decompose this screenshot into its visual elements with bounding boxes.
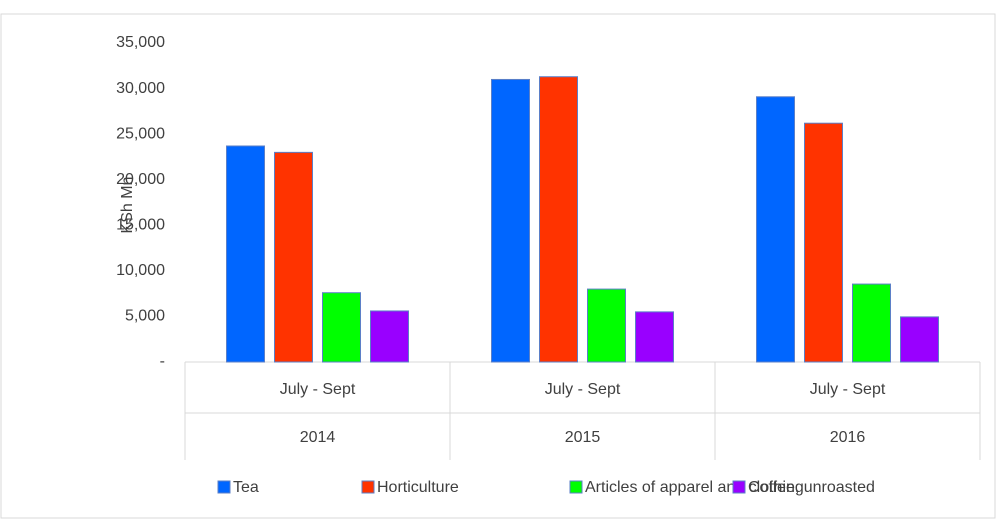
legend-label: Coffee, unroasted <box>748 479 875 496</box>
x-tick-label: July - Sept <box>545 381 621 398</box>
x-group-label: 2016 <box>830 429 866 446</box>
bar <box>900 316 939 363</box>
bar <box>756 96 795 363</box>
y-tick-label: 25,000 <box>116 125 165 142</box>
bar <box>852 283 891 363</box>
x-tick-label: July - Sept <box>810 381 886 398</box>
legend-swatch <box>732 480 746 494</box>
legend-label: Articles of apparel and clothing <box>585 479 804 496</box>
y-tick-label: 10,000 <box>116 262 165 279</box>
y-tick-label: 5,000 <box>125 308 165 325</box>
y-axis-label: KSh Mn <box>119 177 136 234</box>
bar <box>274 151 313 363</box>
y-tick-label: 35,000 <box>116 34 165 51</box>
x-tick-label: July - Sept <box>280 381 356 398</box>
bar <box>226 145 265 363</box>
y-tick-label: 20,000 <box>116 171 165 188</box>
legend-label: Tea <box>233 479 259 496</box>
x-group-label: 2014 <box>300 429 336 446</box>
legend-swatch <box>569 480 583 494</box>
bar <box>587 288 626 363</box>
bar <box>635 311 674 363</box>
bar <box>322 292 361 363</box>
bar <box>539 76 578 363</box>
bar <box>804 122 843 363</box>
legend-swatch <box>217 480 231 494</box>
y-tick-label: 30,000 <box>116 80 165 97</box>
bar <box>370 310 409 363</box>
y-tick-label: - <box>160 353 165 370</box>
legend-swatch <box>361 480 375 494</box>
x-group-label: 2015 <box>565 429 601 446</box>
bar <box>491 78 530 363</box>
y-tick-label: 15,000 <box>116 217 165 234</box>
legend-label: Horticulture <box>377 479 459 496</box>
